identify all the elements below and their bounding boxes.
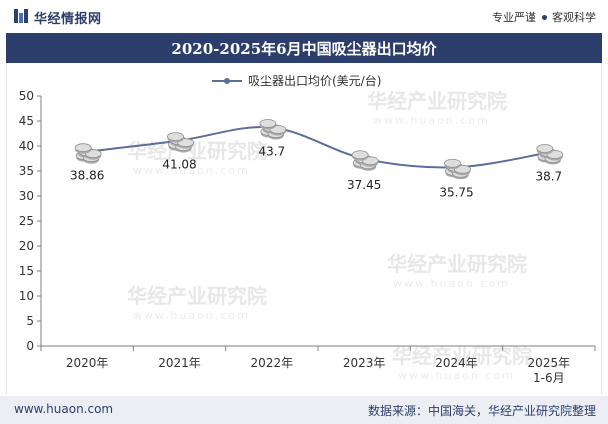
data-point-marker: [259, 119, 287, 140]
tagline-1: 专业严谨: [492, 11, 536, 24]
data-label: 35.75: [439, 185, 473, 199]
data-label: 41.08: [162, 158, 196, 172]
tagline: 专业严谨 客观科学: [492, 9, 596, 25]
data-label: 43.7: [258, 145, 285, 159]
watermark-text: 华经产业研究院: [367, 89, 507, 113]
x-tick-label: 2024年: [435, 356, 478, 370]
watermark-url: www.huaon.com: [133, 164, 250, 177]
y-tick-label: 35: [19, 164, 34, 178]
data-label: 38.86: [70, 169, 104, 183]
chart-area: 华经产业研究院 www.huaon.com 华经产业研究院 www.huaon.com…: [6, 63, 602, 395]
watermark-url: www.huaon.com: [373, 114, 490, 127]
x-tick-label: 2025年: [528, 356, 571, 370]
data-point-marker: [167, 132, 194, 153]
tagline-2: 客观科学: [552, 11, 596, 24]
legend-label: 吸尘器出口均价(美元/台): [248, 73, 381, 88]
data-point-marker: [536, 144, 564, 165]
data-point-marker: [74, 143, 102, 164]
footer: www.huaon.com 数据来源：中国海关，华经产业研究院整理: [0, 396, 608, 424]
x-tick-label: 2020年: [66, 356, 109, 370]
data-label: 37.45: [347, 178, 381, 192]
y-tick-label: 30: [19, 189, 34, 203]
top-bar: 华经情报网 专业严谨 客观科学: [0, 0, 608, 32]
y-tick-label: 50: [19, 89, 34, 103]
bullet-dot-icon: [542, 14, 547, 20]
y-tick-label: 15: [19, 264, 34, 278]
y-tick-label: 0: [26, 339, 34, 353]
data-label: 38.7: [535, 170, 562, 184]
watermark-text: 华经产业研究院: [387, 252, 527, 276]
line-chart: 华经产业研究院www.huaon.com华经产业研究院www.huaon.com…: [19, 73, 596, 385]
legend-marker-icon: [224, 78, 230, 84]
y-tick-label: 20: [19, 239, 34, 253]
watermark-text: 华经产业研究院: [127, 284, 267, 308]
data-point-marker: [444, 158, 471, 180]
data-point-marker: [351, 150, 379, 171]
x-tick-label: 2022年: [251, 356, 294, 370]
x-tick-label: 1-6月: [533, 371, 565, 385]
y-tick-label: 25: [19, 214, 34, 228]
y-tick-label: 40: [19, 139, 34, 153]
x-tick-label: 2021年: [158, 356, 201, 370]
chart-title: 2020-2025年6月中国吸尘器出口均价: [171, 40, 437, 58]
y-tick-label: 45: [19, 114, 34, 128]
title-bar: 2020-2025年6月中国吸尘器出口均价: [6, 33, 602, 63]
logo-text: 华经情报网: [34, 12, 102, 27]
watermark-url: www.huaon.com: [393, 277, 510, 290]
watermark-url: www.huaon.com: [133, 309, 250, 322]
y-tick-label: 10: [19, 289, 34, 303]
footer-website: www.huaon.com: [14, 402, 114, 416]
watermark-url: www.huaon.com: [398, 369, 515, 382]
x-tick-label: 2023年: [343, 356, 386, 370]
watermark-text: 华经产业研究院: [127, 139, 267, 163]
logo-icon: [14, 9, 28, 23]
watermark-text: 华经产业研究院: [392, 344, 532, 368]
footer-source: 数据来源：中国海关，华经产业研究院整理: [367, 404, 596, 418]
y-tick-label: 5: [26, 314, 34, 328]
